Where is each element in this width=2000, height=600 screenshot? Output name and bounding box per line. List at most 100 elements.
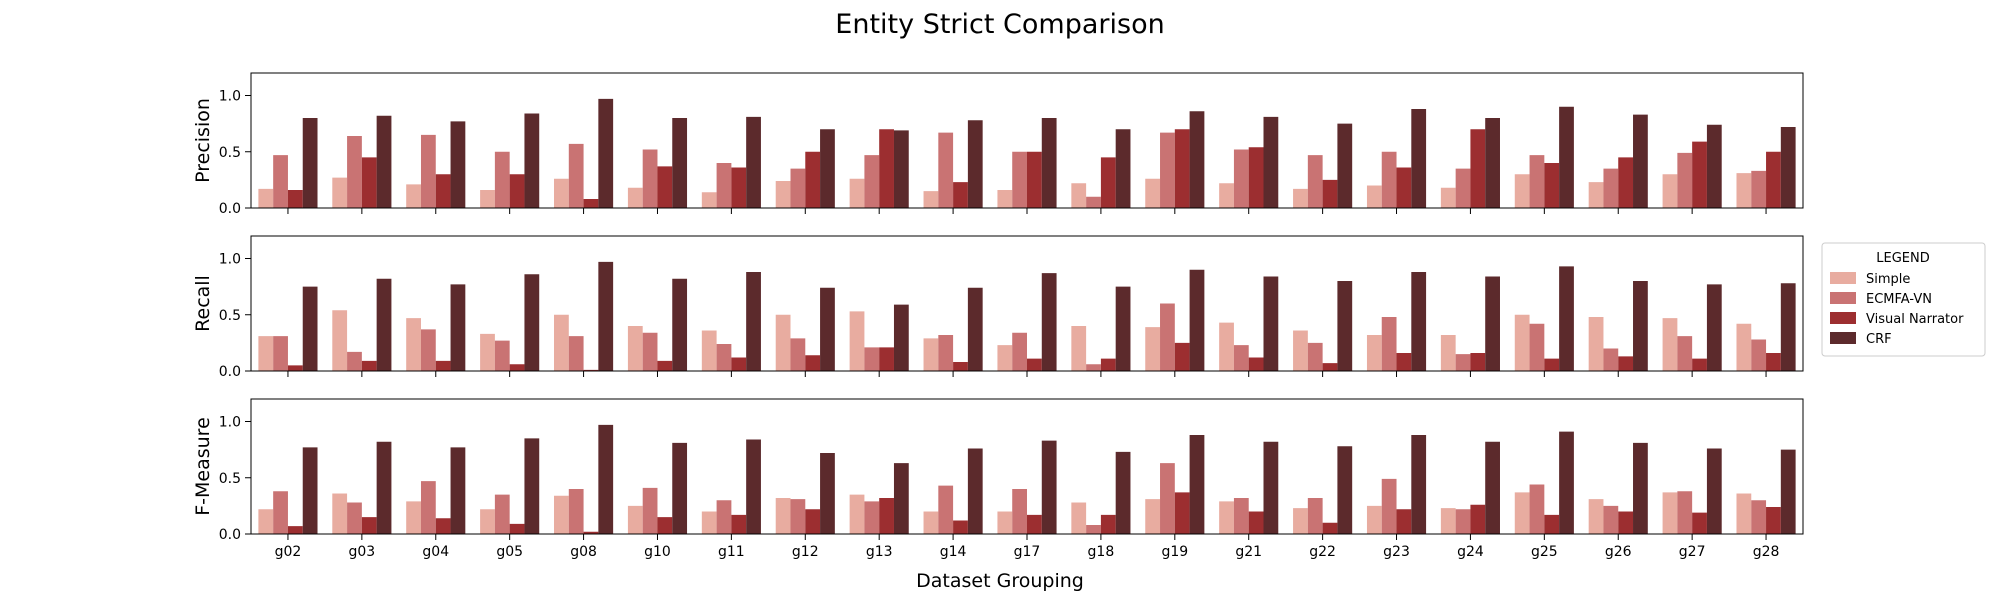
bar-f-measure-g22-1 xyxy=(1307,498,1323,534)
bar-precision-g03-1 xyxy=(347,136,362,208)
bar-recall-g19-0 xyxy=(1145,327,1161,371)
bar-precision-g12-3 xyxy=(820,129,835,208)
bar-precision-g18-2 xyxy=(1100,157,1116,208)
bar-precision-g11-0 xyxy=(701,192,717,208)
x-axis-label: Dataset Grouping xyxy=(916,570,1084,592)
y-axis-label: Recall xyxy=(192,275,214,332)
bar-recall-g11-3 xyxy=(746,272,761,371)
bar-f-measure-g12-0 xyxy=(775,498,791,534)
bar-f-measure-g11-3 xyxy=(746,439,761,534)
bar-f-measure-g24-0 xyxy=(1440,508,1456,534)
bar-f-measure-g14-3 xyxy=(967,448,983,534)
x-tick-label: g25 xyxy=(1531,544,1558,560)
bar-precision-g17-1 xyxy=(1012,151,1027,208)
bar-recall-g24-2 xyxy=(1470,353,1486,371)
bar-precision-g19-0 xyxy=(1145,178,1161,208)
bar-f-measure-g04-2 xyxy=(435,518,451,534)
bar-recall-g24-0 xyxy=(1440,335,1456,371)
bar-recall-g17-0 xyxy=(997,345,1013,371)
bar-recall-g26-1 xyxy=(1603,348,1619,371)
bar-precision-g28-0 xyxy=(1736,173,1752,208)
bar-f-measure-g28-3 xyxy=(1780,449,1796,534)
bar-f-measure-g27-3 xyxy=(1706,448,1722,534)
bar-f-measure-g28-2 xyxy=(1766,507,1781,534)
bar-f-measure-g13-3 xyxy=(893,463,909,534)
bar-recall-g21-0 xyxy=(1219,322,1234,371)
bar-f-measure-g18-3 xyxy=(1115,451,1131,534)
legend-swatch xyxy=(1830,292,1856,304)
bar-recall-g08-2 xyxy=(583,369,599,371)
bar-f-measure-g27-2 xyxy=(1692,512,1707,534)
bar-recall-g19-1 xyxy=(1160,303,1175,371)
bar-f-measure-g24-1 xyxy=(1455,509,1471,534)
bar-f-measure-g23-2 xyxy=(1396,509,1412,534)
bar-f-measure-g21-3 xyxy=(1263,441,1279,534)
x-tick-label: g08 xyxy=(570,544,597,560)
legend-swatch xyxy=(1830,332,1856,344)
bar-recall-g28-1 xyxy=(1751,339,1767,371)
bar-f-measure-g19-1 xyxy=(1160,463,1175,534)
bar-recall-g03-0 xyxy=(332,310,348,371)
bar-f-measure-g19-0 xyxy=(1145,499,1161,534)
bar-recall-g14-3 xyxy=(967,287,983,371)
bar-recall-g12-0 xyxy=(775,314,791,371)
bar-precision-g17-0 xyxy=(997,190,1013,208)
bar-recall-g26-0 xyxy=(1588,317,1604,371)
bar-f-measure-g04-1 xyxy=(420,481,436,534)
bar-f-measure-g22-2 xyxy=(1322,522,1338,534)
bar-precision-g14-1 xyxy=(938,132,954,208)
bar-precision-g10-3 xyxy=(672,118,688,208)
bar-precision-g27-0 xyxy=(1662,174,1678,208)
bar-recall-g04-1 xyxy=(420,329,436,371)
x-tick-label: g24 xyxy=(1457,544,1484,560)
bar-recall-g02-2 xyxy=(287,365,303,371)
bar-precision-g12-2 xyxy=(805,151,821,208)
y-tick-label: 0.5 xyxy=(219,308,241,324)
bar-recall-g25-3 xyxy=(1559,266,1574,371)
bar-f-measure-g17-0 xyxy=(997,511,1013,534)
x-tick-label: g10 xyxy=(644,544,671,560)
bar-precision-g25-2 xyxy=(1544,163,1560,208)
bar-precision-g27-3 xyxy=(1706,124,1722,208)
bar-precision-g26-1 xyxy=(1603,168,1619,208)
bar-recall-g17-3 xyxy=(1041,273,1057,371)
bar-f-measure-g26-1 xyxy=(1603,505,1619,534)
bar-f-measure-g26-2 xyxy=(1618,511,1634,534)
bar-f-measure-g05-3 xyxy=(524,438,540,534)
bar-recall-g24-3 xyxy=(1485,276,1500,371)
bar-precision-g10-1 xyxy=(642,149,658,208)
bar-precision-g13-3 xyxy=(893,130,909,208)
bar-precision-g21-2 xyxy=(1248,147,1264,208)
legend-entry: ECMFA-VN xyxy=(1866,292,1932,307)
bar-recall-g23-1 xyxy=(1381,317,1397,371)
bar-f-measure-g25-1 xyxy=(1529,484,1545,534)
bar-precision-g03-3 xyxy=(376,115,392,208)
bar-recall-g18-1 xyxy=(1086,364,1101,371)
bar-f-measure-g17-2 xyxy=(1027,514,1042,534)
bar-f-measure-g14-0 xyxy=(923,511,939,534)
bar-recall-g12-3 xyxy=(820,287,835,371)
bar-precision-g28-3 xyxy=(1780,127,1796,208)
bar-f-measure-g12-2 xyxy=(805,509,821,534)
bar-f-measure-g08-1 xyxy=(568,489,584,534)
bar-precision-g03-0 xyxy=(332,177,348,208)
bar-recall-g25-2 xyxy=(1544,358,1560,371)
bar-f-measure-g10-1 xyxy=(642,487,658,534)
bar-recall-g22-2 xyxy=(1322,363,1338,371)
bar-f-measure-g05-0 xyxy=(480,509,495,534)
bar-precision-g12-0 xyxy=(775,181,791,208)
bar-recall-g11-2 xyxy=(731,357,747,371)
bar-precision-g27-2 xyxy=(1692,141,1707,208)
bar-recall-g11-0 xyxy=(701,330,717,371)
bar-recall-g27-1 xyxy=(1677,336,1693,371)
bar-f-measure-g11-2 xyxy=(731,514,747,534)
bar-precision-g23-2 xyxy=(1396,167,1412,208)
bar-f-measure-g13-2 xyxy=(879,498,894,534)
bar-recall-g03-1 xyxy=(347,351,362,371)
bar-precision-g23-0 xyxy=(1366,185,1382,208)
bar-precision-g04-2 xyxy=(435,174,451,208)
bar-precision-g02-3 xyxy=(302,118,318,208)
x-tick-label: g21 xyxy=(1235,544,1262,560)
x-tick-label: g13 xyxy=(866,544,893,560)
bar-precision-g13-2 xyxy=(879,129,894,208)
